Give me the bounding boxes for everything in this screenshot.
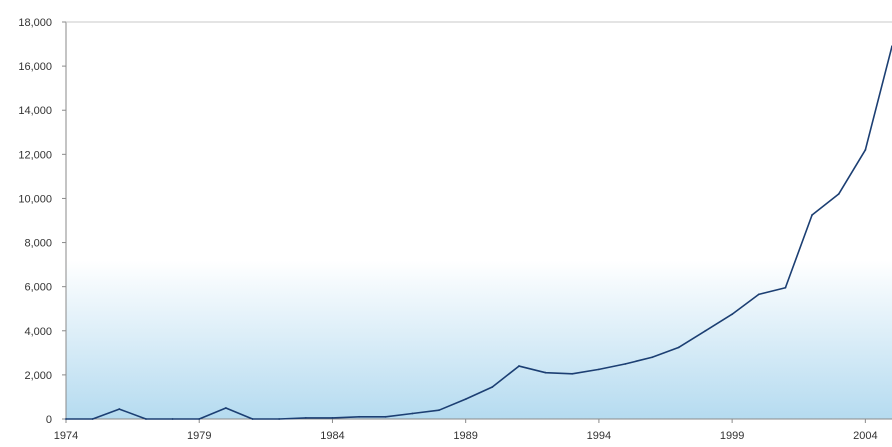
axes bbox=[65, 21, 892, 420]
x-tick-label: 1989 bbox=[453, 430, 477, 442]
data-point bbox=[864, 149, 867, 151]
data-point bbox=[358, 415, 360, 418]
y-tick-label: 2,000 bbox=[24, 370, 52, 382]
x-tick-label: 1999 bbox=[720, 430, 744, 442]
data-point bbox=[677, 346, 680, 349]
y-tick-label: 16,000 bbox=[18, 61, 52, 73]
data-point bbox=[304, 416, 307, 419]
data-point bbox=[198, 418, 201, 420]
data-point bbox=[704, 329, 707, 332]
data-point bbox=[491, 386, 494, 388]
data-point bbox=[651, 356, 654, 359]
y-tick-label: 8,000 bbox=[24, 238, 52, 250]
y-tick-label: 14,000 bbox=[18, 105, 52, 117]
data-point bbox=[598, 368, 600, 371]
x-tick-label: 1974 bbox=[54, 430, 78, 442]
y-tick-label: 12,000 bbox=[18, 149, 52, 161]
y-tick-label: 0 bbox=[46, 414, 52, 426]
data-point bbox=[278, 418, 281, 420]
data-point bbox=[624, 362, 627, 365]
data-point bbox=[224, 407, 227, 409]
data-point bbox=[384, 415, 387, 418]
data-point bbox=[731, 313, 734, 316]
data-point bbox=[91, 418, 94, 420]
x-tick-label: 1994 bbox=[587, 430, 611, 442]
data-point bbox=[171, 418, 174, 420]
data-point bbox=[464, 398, 467, 401]
x-tick-label: 1984 bbox=[320, 430, 344, 442]
data-point bbox=[757, 293, 760, 296]
y-tick-label: 6,000 bbox=[24, 282, 52, 294]
x-axis-ticks: 1974 1979 1984 1989 1994 1999 2004 bbox=[54, 419, 878, 442]
data-point bbox=[518, 365, 520, 367]
y-axis-ticks: 0 2,000 4,000 6,000 8,000 10,000 12,000 14,000 1… bbox=[18, 17, 66, 426]
x-tick-label: 2004 bbox=[853, 430, 877, 442]
data-point bbox=[118, 408, 121, 410]
series-layer bbox=[65, 45, 892, 420]
x-tick-label: 1979 bbox=[187, 430, 211, 442]
y-tick-label: 10,000 bbox=[18, 193, 52, 205]
data-point bbox=[544, 371, 547, 374]
data-point bbox=[251, 418, 254, 420]
data-point bbox=[411, 412, 414, 415]
data-point bbox=[438, 409, 440, 412]
data-point bbox=[145, 418, 147, 420]
y-tick-label: 18,000 bbox=[18, 17, 52, 29]
plot-background bbox=[66, 22, 892, 419]
y-tick-label: 4,000 bbox=[24, 326, 52, 338]
data-point bbox=[331, 416, 334, 419]
series-line bbox=[65, 45, 892, 420]
data-point bbox=[571, 372, 574, 375]
data-point bbox=[65, 418, 67, 420]
data-point bbox=[784, 286, 787, 289]
data-point bbox=[811, 214, 813, 216]
data-point bbox=[837, 193, 840, 195]
